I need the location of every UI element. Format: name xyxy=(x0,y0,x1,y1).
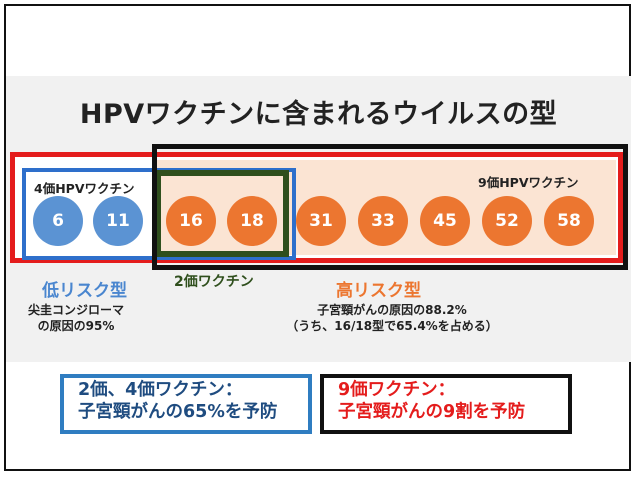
virus-type-45: 45 xyxy=(420,196,470,246)
virus-type-11: 11 xyxy=(93,196,143,246)
virus-type-18: 18 xyxy=(227,196,277,246)
two-valent-label: 2価ワクチン xyxy=(174,274,254,290)
two-valent-outline xyxy=(155,170,289,257)
virus-type-52: 52 xyxy=(482,196,532,246)
virus-type-31: 31 xyxy=(296,196,346,246)
high-risk-outline xyxy=(152,144,628,270)
nine-valent-outline xyxy=(10,152,623,263)
nine-valent-summary: 9価ワクチン： 子宮頸がんの9割を予防 xyxy=(320,374,572,434)
low-risk-note-line1: 尖圭コンジローマ xyxy=(27,303,124,317)
low-risk-note: 尖圭コンジローマ の原因の95% xyxy=(16,302,136,334)
high-risk-note-line1: 子宮頸がんの原因の88.2% xyxy=(317,303,467,317)
virus-type-58: 58 xyxy=(544,196,594,246)
low-risk-label: 低リスク型 xyxy=(42,281,127,301)
two-four-summary-line2: 子宮頸がんの65%を予防 xyxy=(78,402,278,422)
virus-type-16: 16 xyxy=(166,196,216,246)
diagram-title: HPVワクチンに含まれるウイルスの型 xyxy=(79,99,558,130)
high-risk-label: 高リスク型 xyxy=(336,281,421,301)
nine-valent-label: 9価HPVワクチン xyxy=(478,175,579,190)
nine-summary-line1: 9価ワクチン： xyxy=(338,380,456,400)
high-risk-note: 子宮頸がんの原因の88.2% （うち、16/18型で65.4%を占める） xyxy=(262,302,522,334)
nine-summary-line2: 子宮頸がんの9割を予防 xyxy=(338,402,526,422)
virus-type-33: 33 xyxy=(358,196,408,246)
high-risk-note-line2: （うち、16/18型で65.4%を占める） xyxy=(286,319,498,333)
two-four-valent-summary: 2価、4価ワクチン： 子宮頸がんの65%を予防 xyxy=(60,374,312,434)
four-valent-label: 4価HPVワクチン xyxy=(34,181,135,196)
virus-type-6: 6 xyxy=(33,196,83,246)
low-risk-note-line2: の原因の95% xyxy=(37,319,115,333)
two-four-summary-line1: 2価、4価ワクチン： xyxy=(78,380,243,400)
